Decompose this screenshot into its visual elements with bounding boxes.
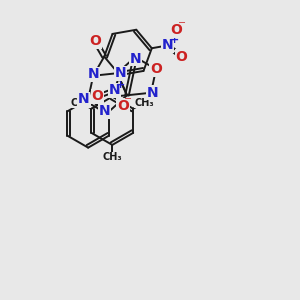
Text: N: N [108, 83, 120, 97]
Text: O: O [150, 62, 162, 76]
Text: O: O [171, 23, 182, 37]
Text: O: O [89, 34, 101, 48]
Text: CH₃: CH₃ [134, 98, 154, 107]
Text: CH₃: CH₃ [71, 98, 91, 107]
Text: N: N [162, 38, 173, 52]
Text: N: N [99, 104, 110, 118]
Text: N: N [147, 86, 158, 100]
Text: N: N [115, 66, 127, 80]
Text: N: N [78, 92, 90, 106]
Text: ⁻: ⁻ [124, 94, 132, 109]
Text: N: N [129, 52, 141, 65]
Text: ⁻: ⁻ [178, 18, 186, 33]
Text: +: + [169, 35, 179, 45]
Text: O: O [175, 50, 187, 64]
Text: CH₃: CH₃ [103, 152, 122, 162]
Text: O: O [92, 89, 103, 103]
Text: O: O [117, 99, 129, 112]
Text: N: N [87, 67, 99, 81]
Text: +: + [116, 80, 125, 90]
